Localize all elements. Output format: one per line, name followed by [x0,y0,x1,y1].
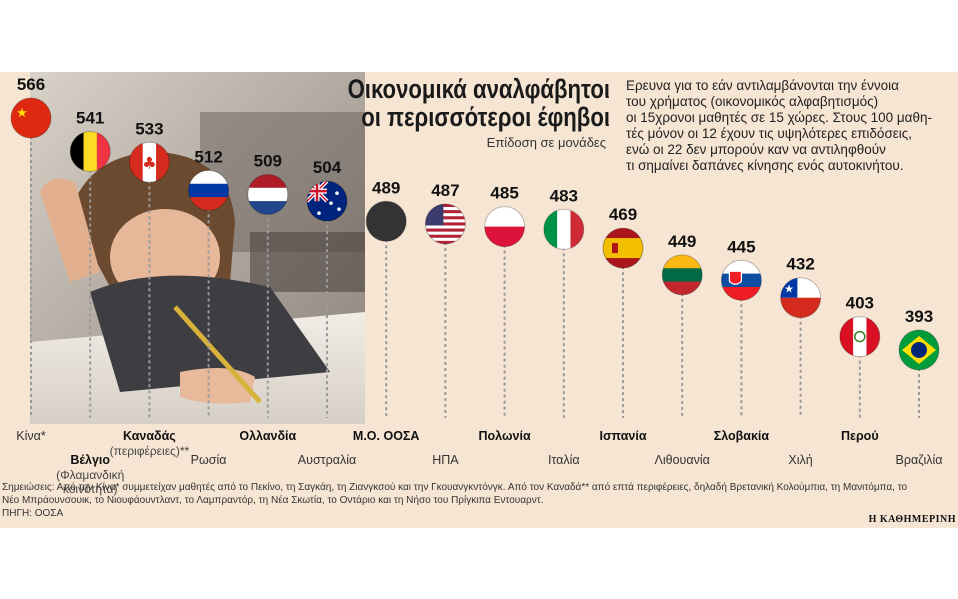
marker-outline [898,329,940,371]
marker-outline [69,131,111,173]
marker-outline [602,227,644,269]
svg-text:♣: ♣ [142,153,156,172]
value-label: 504 [313,158,342,177]
country-sublabel: (Φλαμανδική [56,468,124,482]
russia-flag-icon [188,170,229,211]
peru-flag-icon [839,316,880,357]
slovakia-flag-icon [721,260,762,301]
value-label: 432 [786,255,814,274]
spain-flag-icon [603,228,643,269]
value-label: 449 [668,232,696,251]
chart-subtitle: Επίδοση σε μονάδες [486,135,606,150]
marker-outline [188,169,230,211]
country-label: Λιθουανία [655,453,710,467]
value-label: 403 [846,294,874,313]
country-label: Βραζιλία [896,453,943,467]
canada-flag-icon: ♣ [129,142,170,183]
marker-outline [839,316,881,358]
oecd-average-flag-icon [366,201,407,242]
value-label: 393 [905,307,933,326]
source-line: ΠΗΓΗ: ΟΟΣΑ [2,508,64,519]
netherlands-flag-icon [247,174,288,215]
value-label: 512 [194,147,222,166]
brazil-flag-icon [899,330,939,370]
china-flag-icon: ★ [11,98,51,138]
marker-outline [424,203,466,245]
intro-line: τι σημαίνει δαπάνες κίνησης ενός αυτοκιν… [626,158,904,173]
country-label: Μ.Ο. ΟΟΣΑ [353,429,420,443]
value-label: 509 [254,151,282,170]
footnote-line: Νέο Μπράουνσουικ, το Νιουφάουντλαντ, το … [2,495,544,506]
title-line-1: Οικονομικά αναλφάβητοι [347,74,610,104]
value-label: 469 [609,205,637,224]
value-label: 485 [490,184,518,203]
value-label: 489 [372,178,400,197]
country-label: Ολλανδία [239,429,296,443]
intro-line: Ερευνα για το εάν αντιλαμβάνονται την έν… [626,78,899,93]
country-label: Ιταλία [548,453,580,467]
svg-text:★: ★ [784,283,794,296]
country-label: Ισπανία [599,429,646,443]
country-label: Ρωσία [191,453,227,467]
publisher-brand: Η ΚΑΘΗΜΕΡΙΝΗ [868,514,956,525]
marker-outline [543,208,585,250]
country-label: Σλοβακία [714,429,770,443]
marker-outline [10,97,52,139]
country-label: Κίνα* [16,429,46,443]
intro-text: Ερευνα για το εάν αντιλαμβάνονται την έν… [626,78,956,174]
marker-outline [484,206,526,248]
chart-title: Οικονομικά αναλφάβητοι οι περισσότεροι έ… [331,75,610,131]
country-label: Περού [841,429,879,443]
student-photo [30,72,365,424]
value-label: 487 [431,181,459,200]
lithuania-flag-icon [662,254,703,295]
country-label: Χιλή [788,453,812,467]
usa-flag-icon [425,203,466,244]
country-label: Καναδάς [123,429,176,443]
country-sublabel: κοινότητα) [63,482,118,496]
footnote-line: Σημειώσεις: Από την Κίνα* συμμετείχαν μα… [2,482,908,493]
marker-outline [247,173,289,215]
country-label: Αυστραλία [298,453,356,467]
footnotes: Σημειώσεις: Από την Κίνα* συμμετείχαν μα… [2,481,957,520]
country-sublabel: (περιφέρειες)** [110,444,190,458]
italy-flag-icon [543,209,584,250]
marker-outline [720,259,762,301]
marker-outline [780,277,822,319]
marker-outline [365,200,407,242]
marker-outline [128,141,170,183]
title-line-2: οι περισσότεροι έφηβοι [361,102,610,132]
svg-text:★: ★ [16,106,28,121]
belgium-flag-icon [70,131,111,172]
value-label: 533 [135,119,163,138]
marker-outline [661,254,703,296]
value-label: 483 [550,186,578,205]
intro-line: οι 15χρονοι μαθητές σε 15 χώρες. Στους 1… [626,110,932,125]
poland-flag-icon [484,206,525,247]
country-label: ΗΠΑ [432,453,459,467]
intro-line: του χρήματος (οικονομικός αλφαβητισμός) [626,94,879,109]
value-label: 541 [76,109,104,128]
intro-line: ενώ οι 22 δεν μπορούν καν να αντιληφθούν [626,142,886,157]
value-label: 445 [727,237,755,256]
marker-outline [306,180,348,222]
value-label: 566 [17,75,45,94]
country-label: Βέλγιο [70,453,110,467]
australia-flag-icon [307,181,347,222]
country-label: Πολωνία [479,429,531,443]
intro-line: τές μόνον οι 12 έχουν τις υψηλότερες επι… [626,126,913,141]
